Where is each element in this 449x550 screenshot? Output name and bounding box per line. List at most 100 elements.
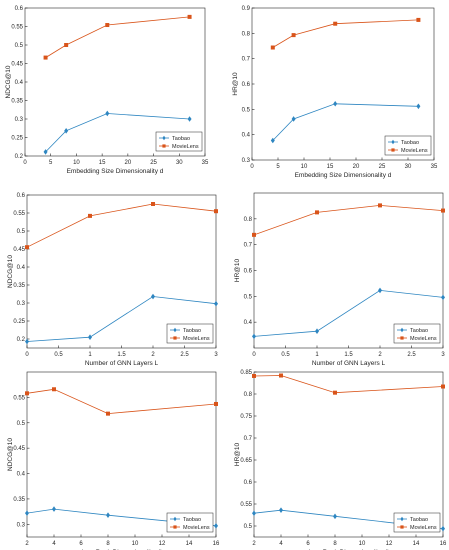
legend-marker-taobao <box>400 516 404 522</box>
data-point-movielens <box>52 387 56 392</box>
y-tick-label: 0.3 <box>242 158 251 164</box>
y-tick-label: 0.3 <box>17 301 26 307</box>
data-point-taobao <box>252 333 256 340</box>
y-tick-label: 0.85 <box>240 370 252 376</box>
data-point-movielens <box>43 55 48 60</box>
y-tick-label: 0.55 <box>13 395 25 401</box>
data-point-taobao <box>378 287 382 294</box>
y-tick-label: 0.9 <box>242 6 251 12</box>
y-tick-label: 0.6 <box>244 480 253 486</box>
y-tick-label: 0.2 <box>17 337 26 343</box>
y-tick-label: 0.5 <box>244 294 253 300</box>
y-tick-label: 0.7 <box>244 243 253 249</box>
data-point-taobao <box>64 128 69 134</box>
x-tick-label: 0 <box>25 352 29 358</box>
legend: Taobao MovieLens <box>166 323 214 344</box>
data-point-movielens <box>333 21 338 26</box>
y-tick-label: 0.8 <box>244 217 253 223</box>
data-point-movielens <box>315 210 319 215</box>
y-axis-label: NDCG@10 <box>7 438 14 471</box>
chart-panel-1: 0 5 10 15 20 25 30 35 0.2 0.25 0.3 0.35 0.4 0.45 0.5 0.… <box>5 6 209 175</box>
legend-marker-movielens <box>391 148 395 152</box>
x-tick-label: 1.5 <box>344 352 353 358</box>
data-point-movielens <box>378 203 382 208</box>
plot-area <box>26 371 217 538</box>
data-point-taobao <box>151 293 155 300</box>
x-axis-label: Number of GNN Layers L <box>85 360 159 367</box>
x-tick-label: 2.5 <box>180 352 189 358</box>
data-point-taobao <box>43 149 48 155</box>
y-tick-label: 0.45 <box>13 247 25 253</box>
data-point-taobao <box>214 523 218 529</box>
x-tick-label: 14 <box>413 541 420 547</box>
x-tick-label: 8 <box>333 541 337 547</box>
y-tick-label: 0.55 <box>13 211 25 217</box>
series-line-movielens <box>45 16 190 58</box>
legend-label: Taobao <box>183 328 201 334</box>
y-axis-label: HR@10 <box>232 72 239 96</box>
legend: Taobao MovieLens <box>384 135 432 156</box>
y-tick-label: 0.45 <box>11 62 23 68</box>
data-point-movielens <box>416 17 421 22</box>
legend-marker-taobao <box>173 327 177 333</box>
data-point-movielens <box>333 390 337 395</box>
chart-panel-4: 0 0.5 1 1.5 2 2.5 3 0.4 0.5 0.6 0.7 0.8 Number of GN… <box>234 192 445 367</box>
y-tick-label: 0.2 <box>15 154 24 160</box>
x-tick-label: 25 <box>150 160 157 166</box>
y-tick-label: 0.3 <box>17 522 26 528</box>
y-tick-label: 0.25 <box>13 319 25 325</box>
x-tick-label: 1 <box>88 352 92 358</box>
x-tick-label: 3 <box>441 352 445 358</box>
data-point-taobao <box>270 137 275 144</box>
x-tick-label: 5 <box>276 164 280 170</box>
x-tick-label: 30 <box>176 160 183 166</box>
y-tick-label: 0.5 <box>17 421 26 427</box>
legend-label: Taobao <box>401 140 419 146</box>
series-line-movielens <box>253 375 444 394</box>
y-axis-label: HR@10 <box>234 443 241 467</box>
series-line-movielens <box>253 204 444 236</box>
y-tick-label: 0.4 <box>17 472 26 478</box>
x-tick-label: 1.5 <box>117 352 126 358</box>
data-point-movielens <box>187 14 192 19</box>
y-tick-label: 0.4 <box>244 320 253 326</box>
y-tick-label: 0.5 <box>17 229 26 235</box>
x-tick-label: 10 <box>359 541 366 547</box>
x-tick-label: 16 <box>440 541 447 547</box>
y-tick-label: 0.75 <box>240 414 252 420</box>
y-axis-label: NDCG@10 <box>5 65 12 98</box>
series-line-movielens <box>26 203 217 248</box>
y-tick-label: 0.3 <box>15 117 24 123</box>
x-axis-label: Embedding Size Dimensionality d <box>295 172 392 179</box>
x-tick-label: 25 <box>379 164 386 170</box>
data-point-movielens <box>214 401 218 406</box>
y-tick-label: 0.55 <box>240 502 252 508</box>
legend-label: MovieLens <box>183 525 210 531</box>
y-tick-label: 0.8 <box>242 31 251 37</box>
series-line-taobao <box>253 509 444 529</box>
x-tick-label: 20 <box>353 164 360 170</box>
data-point-taobao <box>252 510 256 517</box>
legend-marker-taobao <box>173 516 177 522</box>
chart-panel-5: 2468101214160.30.350.40.450.50.55Low-Ran… <box>7 371 220 550</box>
data-point-movielens <box>441 384 445 389</box>
y-tick-label: 0.4 <box>242 133 251 139</box>
series-line-taobao <box>272 103 419 141</box>
legend-marker-movielens <box>173 336 177 340</box>
legend-label: MovieLens <box>172 144 199 150</box>
legend-marker-taobao <box>391 139 395 145</box>
x-tick-label: 12 <box>159 541 166 547</box>
data-point-movielens <box>25 391 29 396</box>
x-tick-label: 16 <box>213 541 220 547</box>
data-point-taobao <box>214 300 218 307</box>
legend-label: MovieLens <box>410 525 437 531</box>
y-tick-label: 0.4 <box>17 265 26 271</box>
data-point-taobao <box>441 525 445 532</box>
chart-panel-3: 0 0.5 1 1.5 2 2.5 3 0.2 0.25 0.3 0.35 0.4 0.45 0.5 0.5… <box>7 193 218 367</box>
data-point-movielens <box>270 45 275 50</box>
y-tick-label: 0.6 <box>244 269 253 275</box>
y-axis-label: NDCG@10 <box>7 255 14 288</box>
data-point-movielens <box>88 213 92 218</box>
data-point-taobao <box>416 103 421 110</box>
